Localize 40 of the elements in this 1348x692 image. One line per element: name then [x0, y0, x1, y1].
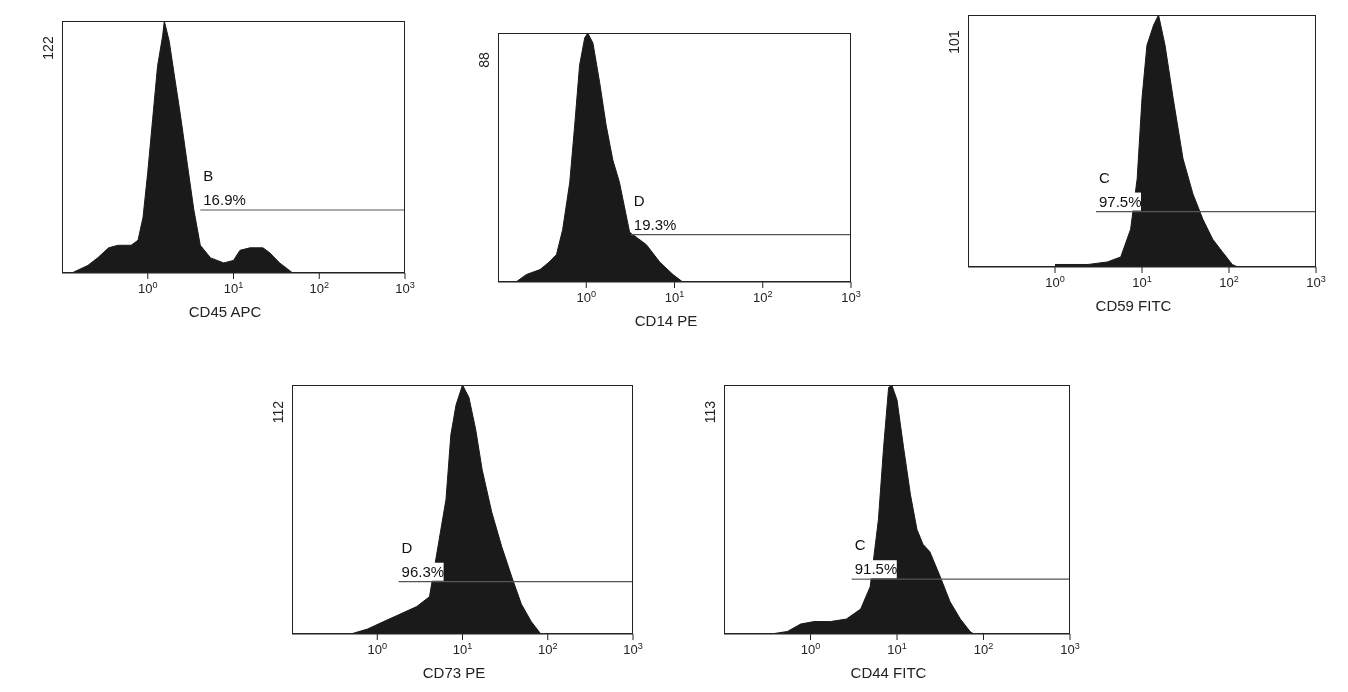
x-tick-label: 10$^{2}$: [1219, 274, 1239, 290]
x-tick-label: 10$^{0}$: [800, 641, 821, 657]
x-tick-label: 10$^{2}$: [537, 641, 558, 657]
x-axis-title: CD73 PE: [421, 664, 487, 681]
annotation: 97.5%: [1099, 192, 1142, 210]
text: 113: [702, 400, 719, 424]
x-tick-label: 10$^{0}$: [367, 641, 388, 657]
annotation: C: [854, 536, 866, 554]
text: 122: [40, 36, 57, 60]
x-tick-label: 10$^{1}$: [887, 641, 907, 657]
x-tick-label: 10$^{2}$: [309, 280, 330, 296]
text: 88: [475, 52, 492, 68]
x-tick-label: 10$^{0}$: [1045, 274, 1065, 290]
x-tick-label: 10$^{0}$: [576, 289, 597, 305]
annotation: 19.3%: [633, 215, 677, 233]
x-tick-label: 10$^{1}$: [223, 280, 244, 296]
x-tick-label: 10$^{0}$: [137, 280, 158, 296]
x-axis-title: CD45 APC: [187, 303, 263, 320]
x-tick-label: 10$^{3}$: [1060, 641, 1080, 657]
x-tick-label: 10$^{2}$: [752, 289, 773, 305]
annotation: 91.5%: [854, 560, 898, 578]
x-tick-label: 10$^{3}$: [623, 641, 643, 657]
x-tick-label: 10$^{1}$: [1132, 274, 1152, 290]
x-axis-title: CD44 FITC: [849, 664, 928, 681]
text: 112: [270, 400, 287, 424]
annotation: C: [1099, 168, 1110, 186]
x-tick-label: 10$^{2}$: [973, 641, 994, 657]
x-tick-label: 10$^{3}$: [841, 289, 861, 305]
annotation: 16.9%: [203, 190, 246, 208]
annotation: B: [203, 166, 214, 184]
x-tick-label: 10$^{3}$: [395, 280, 415, 296]
x-axis-title: CD59 FITC: [1094, 297, 1173, 314]
x-tick-label: 10$^{1}$: [452, 641, 473, 657]
annotation: 96.3%: [401, 562, 445, 580]
x-axis-title: CD14 PE: [633, 312, 699, 329]
annotation: D: [401, 538, 413, 556]
x-tick-label: 10$^{1}$: [664, 289, 685, 305]
x-tick-label: 10$^{3}$: [1306, 274, 1326, 290]
annotation: D: [633, 191, 645, 209]
text: 101: [946, 30, 963, 54]
